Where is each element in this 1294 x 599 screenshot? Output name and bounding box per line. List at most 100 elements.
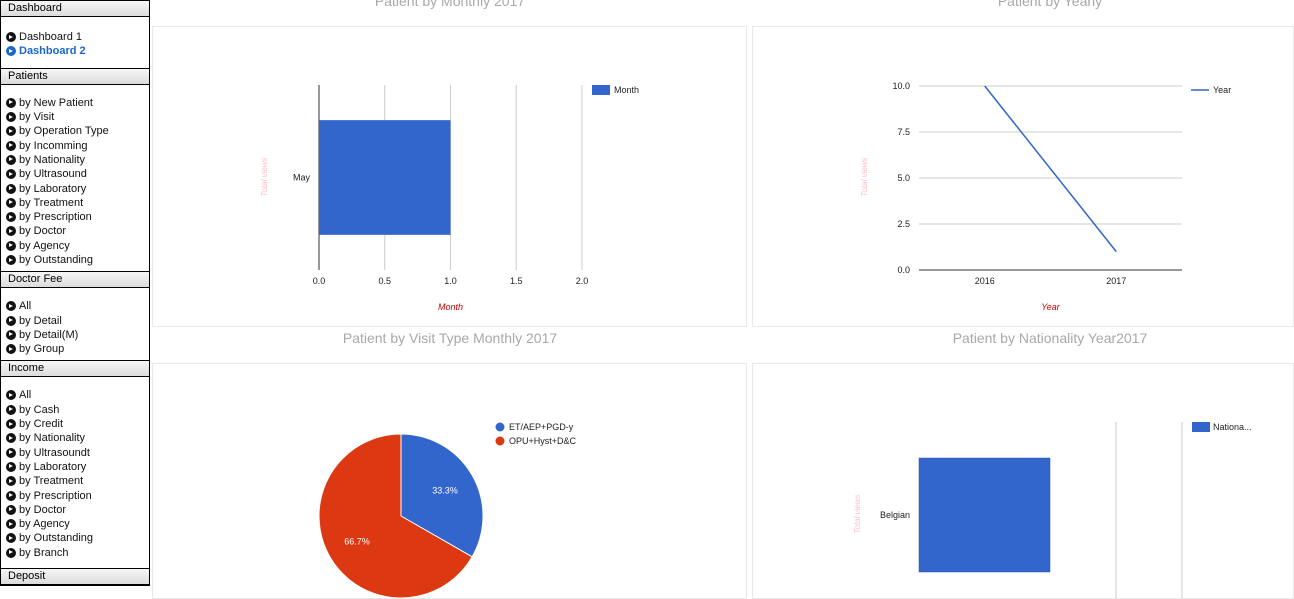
nav-item-all[interactable]: All bbox=[6, 299, 149, 313]
arrow-circle-icon bbox=[6, 126, 16, 137]
arrow-circle-icon bbox=[6, 404, 16, 415]
nationality-chart-title: Patient by Nationality Year2017 bbox=[952, 330, 1148, 346]
nav-item-by-detail[interactable]: by Detail bbox=[6, 313, 149, 327]
income-section: Income All by Cash by Credit by Nationality… bbox=[0, 361, 150, 569]
nav-item-label: by Prescription bbox=[19, 211, 92, 224]
nav-item-by-outstanding[interactable]: by Outstanding bbox=[6, 531, 149, 545]
arrow-circle-icon bbox=[6, 112, 16, 123]
arrow-circle-icon bbox=[6, 197, 16, 208]
legend-label: OPU+Hyst+D&C bbox=[509, 436, 577, 446]
doctor-fee-menu: All by Detail by Detail(M) by Group bbox=[1, 288, 149, 360]
doctor-fee-section-header[interactable]: Doctor Fee bbox=[1, 272, 149, 289]
x-axis-title: Month bbox=[438, 302, 463, 312]
bar bbox=[319, 120, 451, 235]
x-tick-label: 0.0 bbox=[313, 276, 326, 286]
nav-item-label: by Ultrasound bbox=[19, 168, 87, 181]
yearly-line-chart: 0.0 2.5 5.0 7.5 10.0 2016 2017 Year Total views Y… bbox=[860, 81, 1231, 312]
legend-label: Month bbox=[614, 85, 639, 95]
nav-item-dashboard-1[interactable]: Dashboard 1 bbox=[6, 30, 149, 44]
nav-item-by-nationality[interactable]: by Nationality bbox=[6, 153, 149, 167]
patients-menu: by New Patient by Visit by Operation Type b… bbox=[1, 85, 149, 272]
nav-item-label: by Treatment bbox=[19, 196, 84, 209]
nav-item-by-credit[interactable]: by Credit bbox=[6, 417, 149, 431]
nav-item-by-outstanding[interactable]: by Outstanding bbox=[6, 253, 149, 267]
nav-item-label: by Outstanding bbox=[19, 532, 93, 545]
nationality-bar-chart: Belgian Total views Nationa... bbox=[853, 422, 1252, 598]
arrow-circle-icon bbox=[6, 433, 16, 444]
nav-item-by-operation-type[interactable]: by Operation Type bbox=[6, 124, 149, 138]
arrow-circle-icon bbox=[6, 301, 16, 312]
nav-item-by-incomming[interactable]: by Incomming bbox=[6, 138, 149, 152]
nav-item-label: by Laboratory bbox=[19, 182, 87, 195]
x-axis-title: Year bbox=[1041, 302, 1061, 312]
nav-item-by-ultrasound[interactable]: by Ultrasound bbox=[6, 167, 149, 181]
income-section-header[interactable]: Income bbox=[1, 361, 149, 378]
nav-item-by-detail-m[interactable]: by Detail(M) bbox=[6, 328, 149, 342]
dashboard-menu: Dashboard 1 Dashboard 2 bbox=[1, 17, 149, 68]
yearly-chart-panel: 0.0 2.5 5.0 7.5 10.0 2016 2017 Year Total views Y… bbox=[752, 26, 1294, 327]
arrow-circle-icon bbox=[6, 447, 16, 458]
category-label: May bbox=[293, 173, 311, 183]
category-label: Belgian bbox=[880, 510, 910, 520]
nav-item-label: by Nationality bbox=[19, 432, 86, 445]
arrow-circle-icon bbox=[6, 419, 16, 430]
nav-item-all[interactable]: All bbox=[6, 388, 149, 402]
nav-item-by-doctor[interactable]: by Doctor bbox=[6, 503, 149, 517]
nav-item-by-agency[interactable]: by Agency bbox=[6, 517, 149, 531]
nav-item-by-doctor[interactable]: by Doctor bbox=[6, 224, 149, 238]
nav-item-by-treatment[interactable]: by Treatment bbox=[6, 196, 149, 210]
nav-item-by-prescription[interactable]: by Prescription bbox=[6, 488, 149, 502]
arrow-circle-icon bbox=[6, 390, 16, 401]
arrow-circle-icon bbox=[6, 504, 16, 515]
nav-item-by-treatment[interactable]: by Treatment bbox=[6, 474, 149, 488]
nav-item-by-laboratory[interactable]: by Laboratory bbox=[6, 460, 149, 474]
patients-section-header[interactable]: Patients bbox=[1, 68, 149, 85]
x-tick-label: 2017 bbox=[1106, 276, 1126, 286]
y-tick-label: 0.0 bbox=[897, 265, 910, 275]
nav-item-label: by Visit bbox=[19, 111, 55, 124]
arrow-circle-icon bbox=[6, 140, 16, 151]
arrow-circle-icon bbox=[6, 183, 16, 194]
y-tick-label: 7.5 bbox=[897, 127, 910, 137]
nav-item-label: by Agency bbox=[19, 239, 70, 252]
arrow-circle-icon bbox=[6, 329, 16, 340]
visit-type-chart-title: Patient by Visit Type Monthly 2017 bbox=[342, 330, 558, 346]
arrow-circle-icon bbox=[6, 461, 16, 472]
x-tick-label: 1.0 bbox=[444, 276, 457, 286]
nav-item-by-group[interactable]: by Group bbox=[6, 342, 149, 356]
nav-item-by-agency[interactable]: by Agency bbox=[6, 239, 149, 253]
nav-item-by-new-patient[interactable]: by New Patient bbox=[6, 96, 149, 110]
deposit-section-header[interactable]: Deposit bbox=[1, 568, 149, 585]
nav-item-label: by Credit bbox=[19, 418, 64, 431]
arrow-circle-icon bbox=[6, 212, 16, 223]
nav-item-by-branch[interactable]: by Branch bbox=[6, 546, 149, 560]
legend-swatch bbox=[495, 422, 505, 432]
arrow-circle-icon bbox=[6, 344, 16, 355]
legend-swatch bbox=[495, 436, 505, 446]
income-menu: All by Cash by Credit by Nationality by Ultr… bbox=[1, 377, 149, 568]
nav-item-by-laboratory[interactable]: by Laboratory bbox=[6, 181, 149, 195]
nav-item-label: by Operation Type bbox=[19, 125, 109, 138]
nav-item-by-visit[interactable]: by Visit bbox=[6, 110, 149, 124]
nav-item-label: by Agency bbox=[19, 518, 70, 531]
arrow-circle-icon bbox=[6, 547, 16, 558]
nav-item-by-prescription[interactable]: by Prescription bbox=[6, 210, 149, 224]
x-tick-label: 0.5 bbox=[378, 276, 391, 286]
nav-item-by-ultrasoundt[interactable]: by Ultrasoundt bbox=[6, 446, 149, 460]
legend-label: Nationa... bbox=[1213, 422, 1252, 432]
nav-item-label: by Treatment bbox=[19, 475, 84, 488]
nav-item-by-nationality[interactable]: by Nationality bbox=[6, 431, 149, 445]
arrow-circle-icon bbox=[6, 476, 16, 487]
nav-item-label: by Detail bbox=[19, 314, 62, 327]
legend-label: Year bbox=[1213, 85, 1231, 95]
nav-item-dashboard-2[interactable]: Dashboard 2 bbox=[6, 44, 149, 58]
nav-item-label: by Group bbox=[19, 343, 65, 356]
y-axis-title: Total views bbox=[853, 494, 862, 533]
y-tick-label: 10.0 bbox=[892, 81, 910, 91]
nav-item-label: by Branch bbox=[19, 546, 69, 559]
dashboard-section-header[interactable]: Dashboard bbox=[1, 1, 149, 17]
arrow-circle-icon bbox=[6, 490, 16, 501]
nav-item-by-cash[interactable]: by Cash bbox=[6, 403, 149, 417]
nav-item-label: by Incomming bbox=[19, 139, 88, 152]
arrow-circle-icon bbox=[6, 46, 16, 57]
